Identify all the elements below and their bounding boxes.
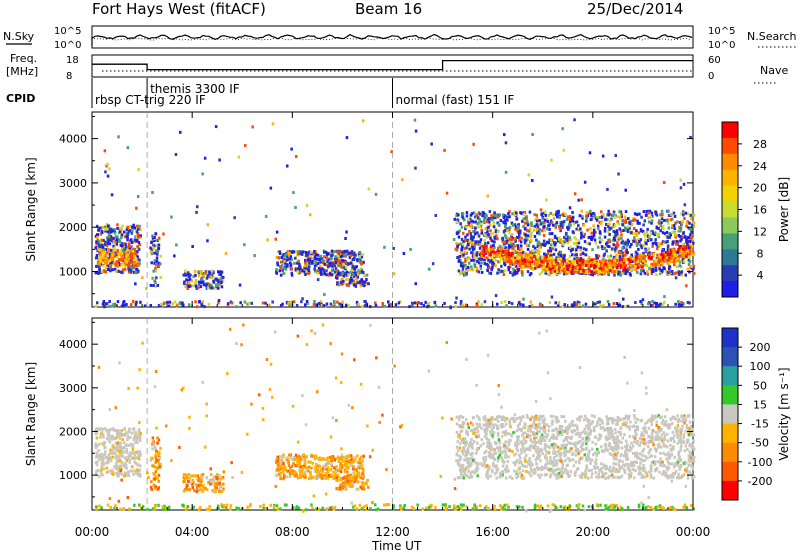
freq-tick-top: 18: [66, 55, 79, 66]
y-tick-label: 4000: [59, 338, 87, 351]
colorbar-swatch: [722, 233, 738, 250]
echo-scatter: [94, 323, 696, 513]
colorbar-swatch: [722, 328, 738, 348]
x-tick-label: 12:00: [375, 525, 410, 539]
velocity-panel: 1000 2000 3000 4000 Slant Range [km] 200 100 50…: [24, 317, 791, 513]
colorbar-swatch: [722, 169, 738, 187]
strip-traces: [91, 33, 693, 72]
colorbar-swatch: [722, 281, 738, 298]
colorbar-swatch: [722, 185, 738, 202]
colorbar-tick-label: -100: [748, 456, 773, 469]
colorbar-swatch: [722, 366, 738, 386]
beam-label: Beam 16: [355, 0, 422, 18]
x-tick-label: 00:00: [75, 525, 110, 539]
freq-label: Freq.: [10, 52, 37, 65]
nave-label: Nave: [760, 64, 788, 77]
cpid-label: themis 3300 IF: [150, 82, 240, 96]
y-axis-label: Slant Range [km]: [24, 157, 38, 261]
high-power-band: [97, 243, 693, 275]
x-tick-label: 04:00: [175, 525, 210, 539]
colorbar-swatch: [722, 461, 738, 482]
nsky-tick-top: 10^5: [54, 26, 81, 37]
colorbar-label: Velocity [m s⁻¹]: [777, 367, 791, 460]
nsearch-trace: [93, 37, 691, 41]
nsky-strip-frame: [91, 25, 694, 49]
colorbar-swatch: [722, 423, 738, 444]
freq-trace: [92, 59, 693, 71]
cpid-label: CPID: [6, 92, 35, 105]
x-axis-label: Time UT: [371, 539, 422, 553]
date-label: 25/Dec/2014: [587, 0, 683, 18]
colorbar-swatch: [722, 122, 738, 139]
colorbar-swatch: [722, 265, 738, 282]
freq-strip-frame: [91, 54, 694, 78]
colorbar-tick-label: 15: [753, 398, 767, 411]
x-tick-label: 20:00: [576, 525, 611, 539]
y-tick-label: 3000: [59, 177, 87, 190]
x-tick-label: 08:00: [275, 525, 310, 539]
colorbar-swatch: [722, 153, 738, 171]
nsearch-tick-bottom: 10^0: [708, 40, 735, 51]
y-tick-label: 2000: [59, 221, 87, 234]
colorbar-swatch: [722, 404, 738, 424]
nsearch-label: N.Search: [747, 30, 797, 43]
colorbar-swatch: [722, 442, 738, 463]
y-tick-label: 4000: [59, 133, 87, 146]
colorbar-tick-label: 100: [750, 360, 771, 373]
colorbar-swatch: [722, 137, 738, 155]
colorbar-tick-label: -200: [748, 475, 773, 488]
y-tick-label: 3000: [59, 382, 87, 395]
colorbar-tick-label: 16: [753, 204, 767, 217]
colorbar-tick-label: 12: [753, 225, 767, 238]
colorbar-swatch: [722, 347, 738, 367]
nsky-tick-bottom: 10^0: [54, 40, 81, 51]
colorbar-label: Power [dB]: [777, 177, 791, 242]
freq-tick-bottom: 8: [66, 71, 72, 82]
colorbar-swatch: [722, 249, 738, 266]
colorbar-tick-label: 50: [753, 379, 767, 392]
cpid-label: normal (fast) 151 IF: [396, 93, 515, 107]
colorbar-swatch: [722, 480, 738, 501]
colorbar-tick-label: -15: [751, 418, 769, 431]
colorbar-swatch: [722, 217, 738, 234]
cpid-label: rbsp CT-trig 220 IF: [95, 93, 206, 107]
plot-title: Fort Hays West (fitACF): [92, 0, 266, 18]
colorbar-frame: [721, 327, 739, 501]
nsearch-tick-top: 10^5: [708, 26, 735, 37]
y-tick-label: 2000: [59, 425, 87, 438]
y-tick-label: 1000: [59, 266, 87, 279]
colorbar-tick-label: 24: [753, 160, 767, 173]
y-axis-label: Slant Range [km]: [24, 362, 38, 466]
nave-tick-bottom: 0: [708, 71, 714, 82]
colorbar-tick-label: 4: [757, 269, 764, 282]
colorbar-tick-label: 200: [750, 341, 771, 354]
colorbar-tick-label: 28: [753, 138, 767, 151]
x-tick-label: 00:00: [676, 525, 711, 539]
power-panel: 1000 2000 3000 4000 Slant Range [km] 28 24 20 16…: [24, 111, 791, 310]
colorbar-swatch: [722, 385, 738, 405]
colorbar-tick-label: -50: [751, 437, 769, 450]
colorbar-swatch: [722, 201, 738, 218]
x-tick-label: 16:00: [475, 525, 510, 539]
nsky-trace: [91, 33, 693, 46]
colorbar-tick-label: 8: [757, 247, 764, 260]
nsky-label: N.Sky: [3, 30, 35, 43]
colorbar-tick-label: 20: [753, 182, 767, 195]
nave-tick-top: 60: [708, 55, 721, 66]
y-tick-label: 1000: [59, 469, 87, 482]
freq-unit: [MHz]: [6, 65, 38, 78]
time-axis-ticks: 00:00 04:00 08:00 12:00 16:00 20:00 00:00: [75, 112, 711, 539]
